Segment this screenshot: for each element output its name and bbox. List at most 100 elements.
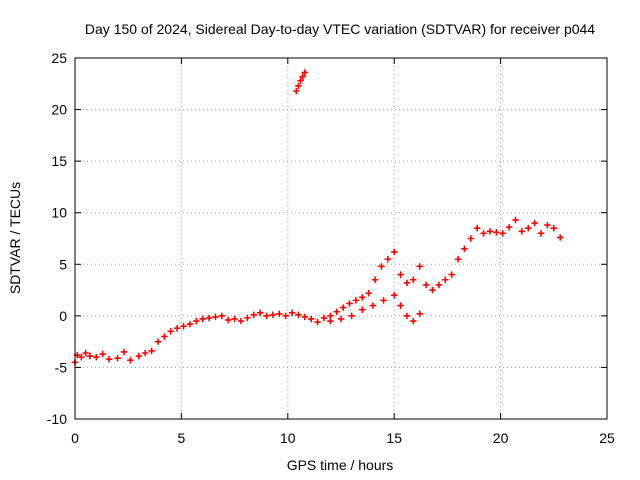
- data-point: [518, 227, 526, 235]
- y-axis-label: SDTVAR / TECUs: [7, 182, 23, 294]
- y-tick-label: 5: [59, 256, 67, 272]
- y-tick-label: -10: [47, 411, 67, 427]
- data-point: [237, 317, 245, 325]
- data-point: [358, 293, 366, 301]
- data-point: [505, 223, 513, 231]
- data-point: [492, 228, 500, 236]
- data-point: [403, 279, 411, 287]
- data-point: [99, 350, 107, 358]
- x-tick-label: 20: [493, 430, 509, 446]
- data-point: [397, 302, 404, 309]
- data-point: [369, 302, 377, 309]
- data-point: [371, 276, 379, 284]
- chart-title: Day 150 of 2024, Sidereal Day-to-day VTE…: [85, 21, 595, 37]
- data-point: [314, 318, 321, 326]
- data-point: [320, 314, 328, 322]
- data-point: [180, 322, 187, 330]
- data-point: [409, 317, 417, 325]
- data-point: [384, 255, 392, 263]
- data-point: [352, 296, 360, 304]
- data-point: [480, 229, 487, 237]
- data-point: [499, 229, 507, 237]
- y-tick-label: 15: [51, 153, 67, 169]
- data-point: [224, 316, 232, 324]
- data-point: [297, 77, 304, 85]
- gridlines: [75, 58, 607, 419]
- data-point: [135, 352, 143, 360]
- data-point: [390, 248, 398, 256]
- data-point: [282, 312, 290, 320]
- data-point: [397, 271, 404, 278]
- data-point: [148, 347, 156, 355]
- data-point: [358, 306, 366, 314]
- data-point: [205, 314, 213, 322]
- data-point: [537, 229, 545, 237]
- data-point: [416, 310, 424, 318]
- data-point: [550, 224, 558, 232]
- data-point: [326, 312, 334, 320]
- data-point: [416, 262, 424, 270]
- y-tick-label: 20: [51, 102, 67, 118]
- data-point: [339, 304, 347, 312]
- data-point: [307, 315, 315, 323]
- data-point: [192, 317, 200, 325]
- data-point: [346, 300, 353, 307]
- data-point: [326, 317, 334, 325]
- data-point: [435, 281, 443, 289]
- data-point: [337, 315, 345, 323]
- data-point: [77, 353, 85, 361]
- data-point: [199, 315, 207, 323]
- data-point: [512, 216, 519, 224]
- x-tick-label: 25: [599, 430, 615, 446]
- data-point: [301, 313, 309, 321]
- x-tick-label: 15: [386, 430, 402, 446]
- data-point: [467, 235, 475, 242]
- data-point: [544, 221, 551, 229]
- data-point: [454, 255, 462, 263]
- data-point: [86, 352, 94, 360]
- data-point: [256, 309, 264, 317]
- y-tick-label: 25: [51, 50, 67, 66]
- data-point: [212, 313, 219, 321]
- data-point: [461, 245, 468, 253]
- data-point: [409, 276, 417, 284]
- data-point: [186, 320, 194, 328]
- y-tick-label: 0: [59, 308, 67, 324]
- data-point: [154, 338, 162, 346]
- data-point: [92, 353, 100, 361]
- data-point: [295, 311, 302, 319]
- data-point: [82, 349, 90, 357]
- data-point: [231, 315, 238, 323]
- data-point: [243, 314, 251, 322]
- data-point: [275, 310, 283, 318]
- y-tick-label: 10: [51, 205, 67, 221]
- data-point: [365, 289, 373, 297]
- y-tick-label: -5: [55, 359, 68, 375]
- data-point: [378, 262, 385, 270]
- data-point: [105, 355, 113, 363]
- data-point: [167, 327, 175, 335]
- data-point: [120, 348, 128, 356]
- data-point: [173, 324, 181, 332]
- data-point: [422, 281, 430, 289]
- x-tick-label: 5: [178, 430, 186, 446]
- data-point: [218, 312, 226, 320]
- x-axis-label: GPS time / hours: [287, 457, 394, 473]
- data-point: [333, 308, 341, 316]
- data-point: [263, 312, 270, 320]
- data-point: [250, 311, 258, 319]
- data-point: [486, 227, 494, 235]
- plot-frame: [74, 57, 608, 420]
- data-point: [390, 291, 398, 299]
- data-point: [380, 296, 387, 304]
- data-point: [269, 311, 277, 319]
- data-point: [531, 219, 539, 227]
- data-point: [301, 69, 309, 76]
- data-point: [556, 234, 564, 241]
- data-point: [114, 354, 121, 362]
- data-point: [126, 356, 134, 364]
- data-point: [348, 312, 356, 320]
- data-point: [288, 309, 296, 317]
